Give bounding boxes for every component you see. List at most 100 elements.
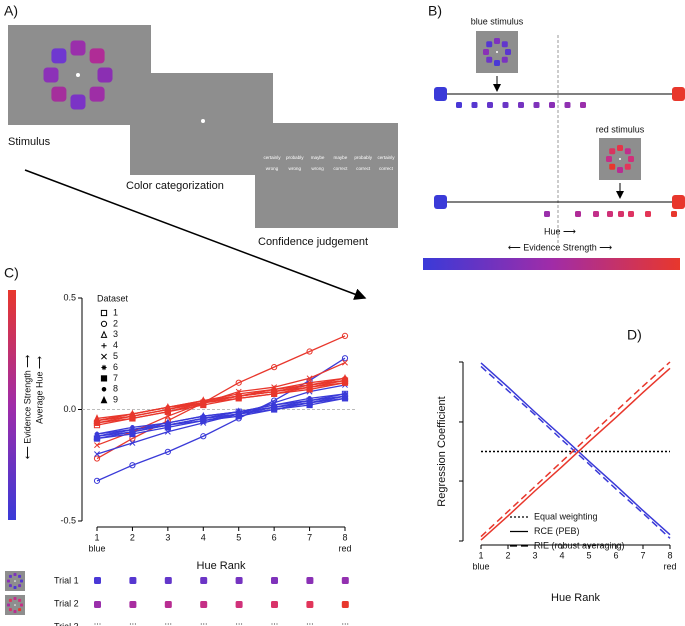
trial-dot bbox=[271, 601, 278, 608]
series-line bbox=[480, 365, 671, 539]
y-tick-label: 0.5 bbox=[63, 292, 76, 302]
trial-dot bbox=[200, 601, 208, 608]
data-point bbox=[93, 477, 101, 484]
panel-label: C) bbox=[4, 265, 19, 281]
data-point bbox=[93, 414, 101, 422]
x-tick-label: 5 bbox=[586, 550, 591, 560]
ellipsis: ... bbox=[94, 616, 102, 626]
legend-label: 2 bbox=[113, 318, 118, 328]
patch bbox=[501, 41, 508, 48]
stimulus-dot bbox=[645, 211, 651, 217]
stimulus-dot bbox=[518, 102, 524, 108]
data-point bbox=[341, 355, 349, 362]
stimulus-dot bbox=[628, 211, 634, 217]
endpoint bbox=[434, 87, 447, 101]
data-point bbox=[129, 439, 136, 446]
series-line bbox=[96, 382, 346, 424]
x-end-label: red bbox=[663, 561, 676, 571]
data-point bbox=[101, 364, 107, 371]
stimulus-dot bbox=[575, 211, 581, 217]
data-point bbox=[235, 379, 242, 386]
patch bbox=[8, 608, 12, 612]
legend-label: 3 bbox=[113, 329, 118, 339]
patch bbox=[609, 163, 616, 170]
stimulus-dot bbox=[487, 102, 493, 108]
stimulus-dot bbox=[533, 102, 540, 108]
label: red stimulus bbox=[596, 124, 645, 134]
patch bbox=[624, 163, 631, 170]
ellipsis: ... bbox=[200, 616, 208, 626]
patch bbox=[51, 48, 67, 64]
legend-label: 6 bbox=[113, 362, 118, 372]
endpoint bbox=[672, 87, 685, 101]
data-point bbox=[101, 387, 107, 392]
series-line bbox=[480, 361, 671, 538]
x-tick-label: 2 bbox=[505, 550, 510, 560]
stimulus-dot bbox=[671, 211, 677, 217]
x-tick-label: 1 bbox=[478, 550, 483, 560]
data-point bbox=[164, 448, 171, 455]
patch bbox=[8, 574, 12, 578]
fixation bbox=[14, 580, 16, 582]
data-point bbox=[100, 330, 108, 338]
stimulus-dot bbox=[549, 102, 555, 108]
patch bbox=[13, 597, 17, 600]
trial-label: Trial 1 bbox=[54, 575, 79, 585]
patch bbox=[494, 38, 500, 44]
patch bbox=[43, 67, 59, 83]
trial-dot bbox=[129, 577, 137, 584]
data-point bbox=[341, 376, 349, 384]
data-point bbox=[342, 359, 348, 366]
x-axis-title: Hue Rank bbox=[197, 560, 246, 572]
trial-dot bbox=[200, 577, 208, 584]
colorbar-label: ⟵ Evidence Strength ⟶ bbox=[22, 355, 32, 459]
legend-label: RCE (PEB) bbox=[534, 526, 580, 536]
y-tick-label: -0.5 bbox=[60, 515, 76, 525]
color-bar bbox=[8, 290, 16, 520]
data-point bbox=[270, 387, 278, 395]
legend-label: Equal weighting bbox=[534, 511, 598, 521]
option-label: wrong bbox=[289, 166, 302, 171]
patch bbox=[8, 598, 12, 602]
data-point bbox=[129, 409, 136, 418]
patch bbox=[609, 148, 616, 155]
patch bbox=[7, 603, 10, 607]
trial-dot bbox=[271, 577, 278, 584]
colorbar-label: Average Hue ⟶ bbox=[34, 356, 44, 424]
endpoint bbox=[434, 195, 447, 209]
legend-label: 7 bbox=[113, 373, 118, 383]
x-tick-label: 5 bbox=[236, 532, 241, 542]
patch bbox=[18, 584, 22, 588]
trial-dot bbox=[129, 601, 137, 608]
y-axis-title: Regression Coefficient bbox=[436, 396, 448, 506]
stimulus-dot bbox=[471, 102, 478, 108]
data-point bbox=[164, 420, 172, 429]
x-tick-label: 4 bbox=[559, 550, 564, 560]
option-label: correct bbox=[379, 166, 394, 171]
option-label: maybe bbox=[311, 155, 325, 160]
fixation bbox=[76, 73, 80, 77]
patch bbox=[617, 167, 623, 173]
label: Hue ⟶ bbox=[544, 226, 576, 236]
trial-dot bbox=[306, 577, 314, 584]
option-label: correct bbox=[333, 166, 348, 171]
patch bbox=[13, 610, 17, 613]
patch bbox=[13, 586, 17, 589]
legend-label: 5 bbox=[113, 351, 118, 361]
data-point bbox=[306, 398, 313, 406]
patch bbox=[486, 41, 493, 48]
x-tick-label: 6 bbox=[272, 532, 277, 542]
x-tick-label: 2 bbox=[130, 532, 135, 542]
data-point bbox=[100, 320, 108, 327]
data-point bbox=[100, 395, 108, 404]
legend-label: 4 bbox=[113, 340, 118, 350]
ellipsis: ... bbox=[342, 616, 350, 626]
trial-label: Trial 3 bbox=[54, 621, 79, 626]
patch bbox=[606, 156, 612, 162]
patch bbox=[486, 56, 493, 63]
series-line bbox=[480, 367, 671, 541]
option-label: wrong bbox=[266, 166, 279, 171]
data-point bbox=[271, 364, 278, 371]
x-axis-title: Hue Rank bbox=[551, 592, 600, 604]
